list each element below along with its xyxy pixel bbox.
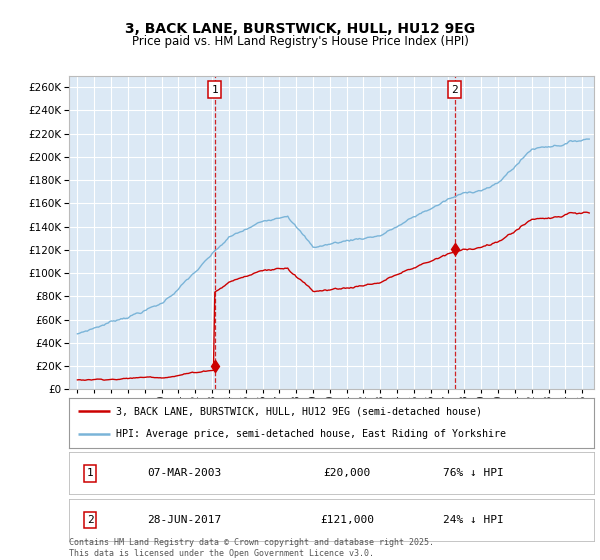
Text: £121,000: £121,000 xyxy=(320,515,374,525)
Text: 2: 2 xyxy=(451,85,458,95)
Text: 2: 2 xyxy=(86,515,94,525)
Text: 3, BACK LANE, BURSTWICK, HULL, HU12 9EG: 3, BACK LANE, BURSTWICK, HULL, HU12 9EG xyxy=(125,22,475,36)
Text: Contains HM Land Registry data © Crown copyright and database right 2025.
This d: Contains HM Land Registry data © Crown c… xyxy=(69,538,434,558)
Text: HPI: Average price, semi-detached house, East Riding of Yorkshire: HPI: Average price, semi-detached house,… xyxy=(116,430,506,440)
Text: £20,000: £20,000 xyxy=(323,469,371,478)
Text: 1: 1 xyxy=(211,85,218,95)
Text: 07-MAR-2003: 07-MAR-2003 xyxy=(148,469,221,478)
Text: Price paid vs. HM Land Registry's House Price Index (HPI): Price paid vs. HM Land Registry's House … xyxy=(131,35,469,48)
Text: 24% ↓ HPI: 24% ↓ HPI xyxy=(443,515,503,525)
Text: 1: 1 xyxy=(86,469,94,478)
Text: 28-JUN-2017: 28-JUN-2017 xyxy=(148,515,221,525)
Text: 76% ↓ HPI: 76% ↓ HPI xyxy=(443,469,503,478)
Text: 3, BACK LANE, BURSTWICK, HULL, HU12 9EG (semi-detached house): 3, BACK LANE, BURSTWICK, HULL, HU12 9EG … xyxy=(116,406,482,416)
